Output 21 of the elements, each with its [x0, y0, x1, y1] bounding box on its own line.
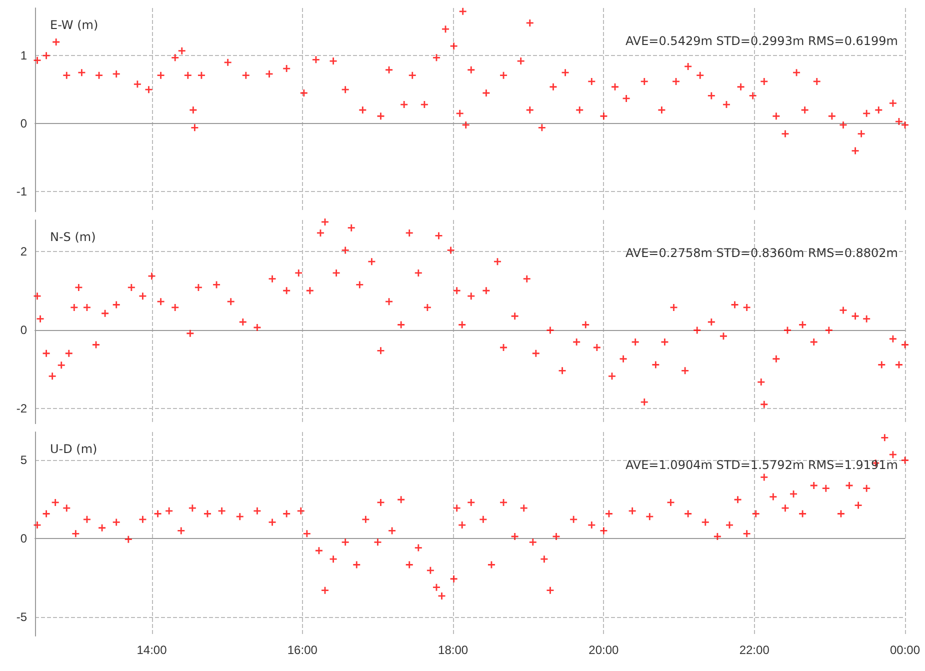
x-tick-label: 18:00	[438, 643, 468, 657]
y-tick-label: 0	[20, 322, 28, 337]
x-tick-label: 20:00	[588, 643, 620, 657]
x-tick-label: 14:00	[136, 643, 168, 657]
text: N-S (m)	[50, 230, 96, 244]
y-tick-label: 5	[20, 453, 28, 468]
y-tick-label: 0	[20, 532, 28, 546]
y-tick-label: -2	[16, 401, 28, 416]
x-tick-label: 00:00	[890, 643, 920, 657]
y-tick-label: 2	[20, 244, 28, 258]
y-tick-label: -1	[16, 184, 28, 199]
annotation: AVE=0.2758m STD=0.8360m RMS=0.8802m	[625, 246, 898, 260]
x-tick-label: 16:00	[287, 643, 318, 657]
x-tick-label: 22:00	[739, 643, 770, 657]
y-tick-label: -5	[16, 610, 28, 624]
text: U-D (m)	[50, 442, 98, 456]
y-tick-label: 1	[20, 48, 28, 63]
annotation: AVE=0.5429m STD=0.2993m RMS=0.6199m	[625, 34, 898, 48]
y-tick-label: 0	[20, 116, 28, 131]
annotation: AVE=1.0904m STD=1.5792m RMS=1.9191m	[625, 458, 898, 472]
text: E-W (m)	[50, 18, 98, 32]
